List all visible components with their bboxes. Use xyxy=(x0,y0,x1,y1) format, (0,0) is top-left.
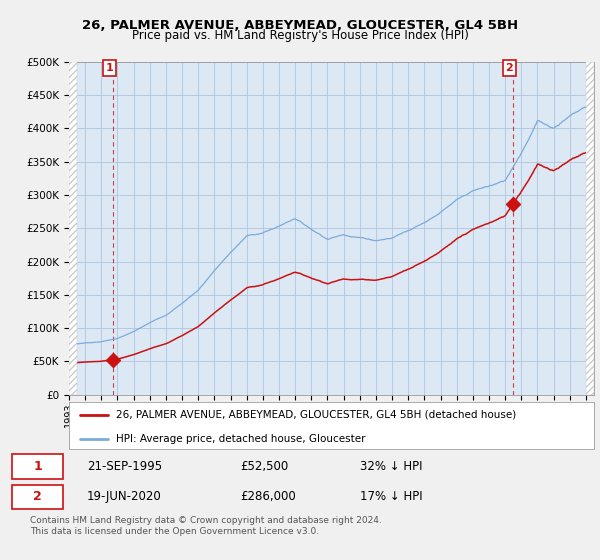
Text: 17% ↓ HPI: 17% ↓ HPI xyxy=(360,490,422,503)
Text: 1: 1 xyxy=(34,460,42,473)
Text: Price paid vs. HM Land Registry's House Price Index (HPI): Price paid vs. HM Land Registry's House … xyxy=(131,29,469,42)
Text: £286,000: £286,000 xyxy=(240,490,296,503)
Text: 1: 1 xyxy=(106,63,113,73)
Text: 2: 2 xyxy=(505,63,513,73)
Text: 32% ↓ HPI: 32% ↓ HPI xyxy=(360,460,422,473)
Text: HPI: Average price, detached house, Gloucester: HPI: Average price, detached house, Glou… xyxy=(116,433,366,444)
FancyBboxPatch shape xyxy=(12,484,63,509)
FancyBboxPatch shape xyxy=(12,454,63,479)
Text: £52,500: £52,500 xyxy=(240,460,288,473)
Text: 26, PALMER AVENUE, ABBEYMEAD, GLOUCESTER, GL4 5BH (detached house): 26, PALMER AVENUE, ABBEYMEAD, GLOUCESTER… xyxy=(116,410,517,420)
Text: 19-JUN-2020: 19-JUN-2020 xyxy=(87,490,162,503)
Text: 2: 2 xyxy=(34,490,42,503)
Text: Contains HM Land Registry data © Crown copyright and database right 2024.
This d: Contains HM Land Registry data © Crown c… xyxy=(30,516,382,536)
Text: 21-SEP-1995: 21-SEP-1995 xyxy=(87,460,162,473)
Text: 26, PALMER AVENUE, ABBEYMEAD, GLOUCESTER, GL4 5BH: 26, PALMER AVENUE, ABBEYMEAD, GLOUCESTER… xyxy=(82,19,518,32)
